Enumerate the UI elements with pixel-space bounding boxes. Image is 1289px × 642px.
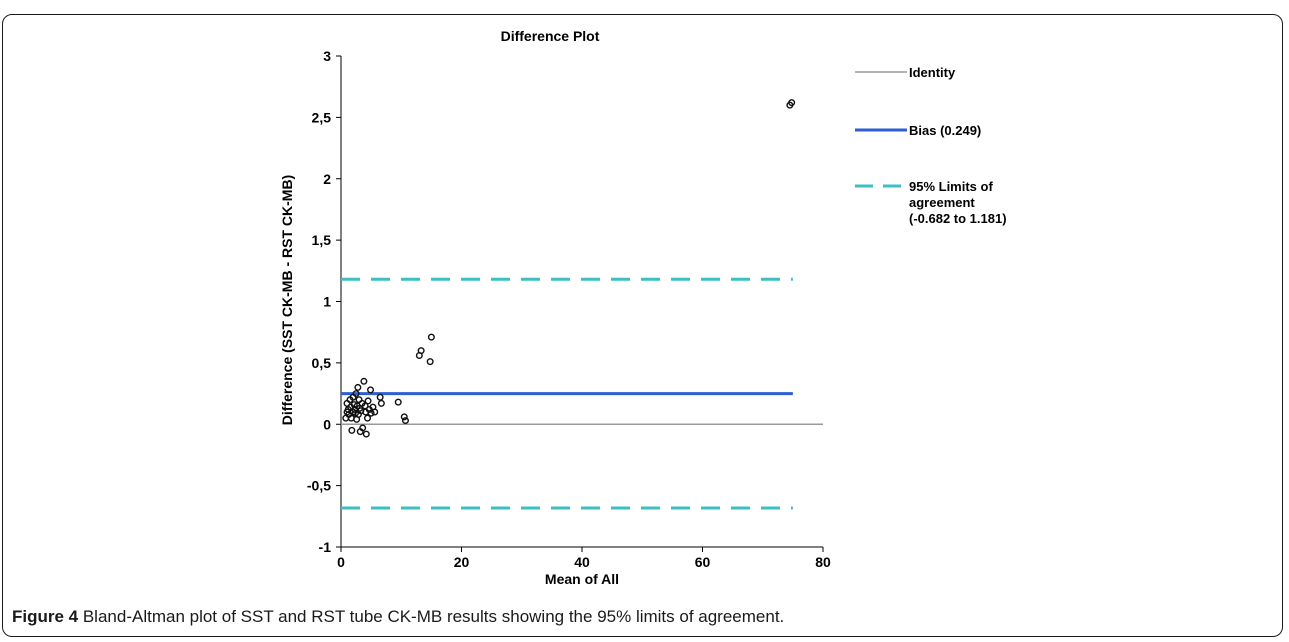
y-tick-label: 0,5: [312, 355, 332, 371]
y-tick-label: 1,5: [312, 232, 332, 248]
chart-title: Difference Plot: [501, 28, 600, 44]
data-point: [427, 359, 433, 365]
x-axis-label: Mean of All: [545, 571, 619, 587]
legend-label: Bias (0.249): [909, 123, 981, 138]
y-tick-label: 2: [323, 171, 331, 187]
figure-caption: Figure 4 Bland-Altman plot of SST and RS…: [12, 607, 784, 627]
legend-label: agreement: [909, 195, 975, 210]
data-point: [365, 398, 371, 404]
data-point: [377, 394, 383, 400]
legend-label: 95% Limits of: [909, 179, 993, 194]
y-tick-label: 2,5: [312, 109, 332, 125]
data-point: [361, 378, 367, 384]
data-point: [349, 428, 355, 434]
x-tick-label: 60: [695, 554, 711, 570]
data-point: [368, 387, 374, 393]
figure-caption-text: Bland-Altman plot of SST and RST tube CK…: [78, 607, 784, 626]
x-tick-label: 20: [454, 554, 470, 570]
data-point: [364, 431, 370, 437]
x-tick-label: 40: [574, 554, 590, 570]
legend-label: (-0.682 to 1.181): [909, 211, 1007, 226]
y-tick-label: 1: [323, 294, 331, 310]
x-tick-label: 80: [815, 554, 831, 570]
legend-label: Identity: [909, 65, 956, 80]
y-tick-label: -1: [319, 539, 332, 555]
data-point: [355, 385, 361, 391]
data-point: [379, 401, 385, 407]
data-point: [395, 399, 401, 405]
y-tick-label: 3: [323, 48, 331, 64]
y-tick-label: 0: [323, 416, 331, 432]
y-tick-label: -0,5: [307, 478, 331, 494]
figure-caption-label: Figure 4: [12, 607, 78, 626]
data-point: [429, 334, 435, 340]
y-axis-label: Difference (SST CK-MB - RST CK-MB): [279, 175, 295, 425]
x-tick-label: 0: [337, 554, 345, 570]
